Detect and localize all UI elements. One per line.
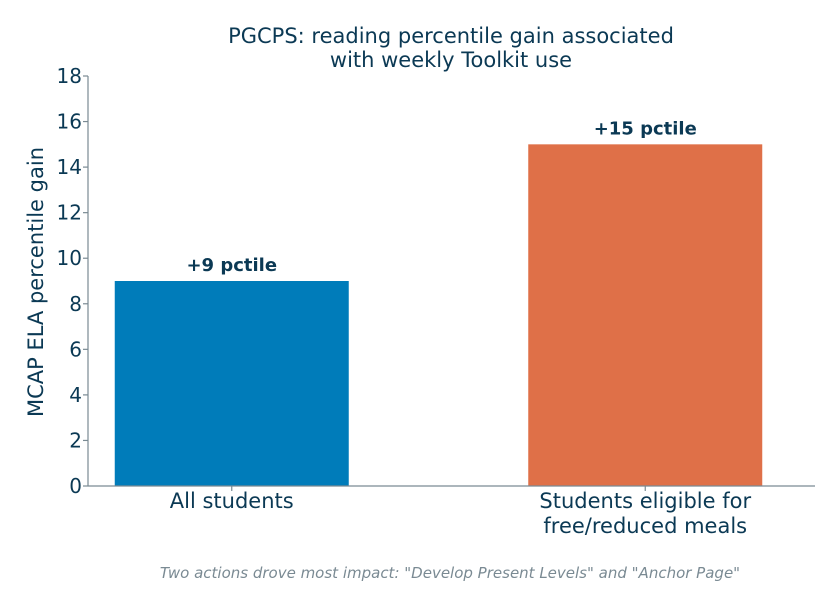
x-tick-label: Students eligible for <box>539 489 751 513</box>
data-labels: +9 pctile +15 pctile <box>186 118 696 276</box>
y-tick-label: 14 <box>57 155 82 179</box>
y-tick-label: 18 <box>57 64 82 88</box>
bar <box>114 281 349 486</box>
y-tick-label: 6 <box>69 337 82 361</box>
y-tick-label: 16 <box>57 110 82 134</box>
y-tick-label: 12 <box>57 201 82 225</box>
bar-value-label: +9 pctile <box>186 255 277 276</box>
y-tick-label: 4 <box>69 383 82 407</box>
x-tick-label: free/reduced meals <box>543 514 747 538</box>
y-tick-label: 8 <box>69 292 82 316</box>
y-tick-label: 2 <box>69 428 82 452</box>
chart-title-line-2: with weekly Toolkit use <box>330 48 572 72</box>
y-axis-label: MCAP ELA percentile gain <box>24 147 48 417</box>
bar-value-label: +15 pctile <box>594 118 697 139</box>
y-tick-label: 0 <box>69 474 82 498</box>
x-tick-label: All students <box>170 489 294 513</box>
bar <box>528 144 763 487</box>
bars <box>114 144 763 487</box>
footnote: Two actions drove most impact: "Develop … <box>160 564 740 582</box>
y-axis-ticks: 0 2 4 6 8 10 12 14 16 18 <box>57 64 88 498</box>
chart-title: PGCPS: reading percentile gain associate… <box>228 24 674 72</box>
chart-title-line-1: PGCPS: reading percentile gain associate… <box>228 24 674 48</box>
x-axis-ticks: All students Students eligible forfree/re… <box>170 486 751 538</box>
y-tick-label: 10 <box>57 246 82 270</box>
